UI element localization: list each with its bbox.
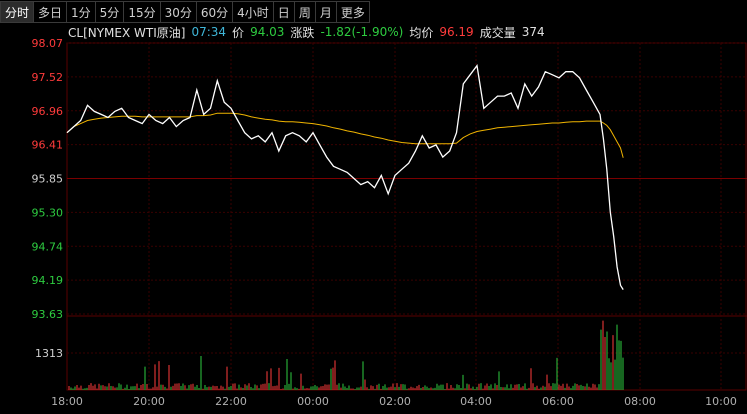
tab-7[interactable]: 4小时 bbox=[233, 1, 274, 23]
avg-value: 96.19 bbox=[439, 25, 474, 39]
volume-tick-label: 1313 bbox=[35, 347, 63, 360]
volume-label: 成交量 bbox=[479, 25, 516, 40]
y-tick-label: 93.63 bbox=[32, 308, 64, 321]
change-value: -1.82(-1.90%) bbox=[320, 25, 404, 39]
y-tick-label: 98.07 bbox=[32, 37, 64, 50]
y-tick-label: 96.41 bbox=[32, 139, 64, 152]
tab-9[interactable]: 周 bbox=[294, 1, 316, 23]
x-tick-label: 02:00 bbox=[379, 395, 411, 408]
tab-1[interactable]: 多日 bbox=[34, 1, 68, 23]
tab-4[interactable]: 15分 bbox=[124, 1, 161, 23]
change-label: 涨跌 bbox=[290, 25, 315, 40]
avg-price-line bbox=[66, 112, 624, 158]
y-tick-label: 96.96 bbox=[32, 105, 64, 118]
x-tick-label: 22:00 bbox=[215, 395, 247, 408]
symbol-label: CL[NYMEX WTI原油] bbox=[68, 25, 186, 40]
tab-10[interactable]: 月 bbox=[315, 1, 337, 23]
tab-3[interactable]: 5分 bbox=[95, 1, 125, 23]
y-tick-label: 95.85 bbox=[32, 173, 64, 186]
tab-2[interactable]: 1分 bbox=[67, 1, 96, 23]
tab-8[interactable]: 日 bbox=[273, 1, 295, 23]
y-tick-label: 97.52 bbox=[32, 71, 64, 84]
time-value: 07:34 bbox=[191, 25, 227, 39]
plot-frame bbox=[66, 42, 747, 391]
x-tick-label: 20:00 bbox=[133, 395, 165, 408]
price-line bbox=[66, 63, 624, 290]
price-value: 94.03 bbox=[250, 25, 285, 39]
y-tick-label: 94.74 bbox=[32, 240, 64, 253]
price-label: 价 bbox=[232, 25, 245, 40]
x-tick-label: 06:00 bbox=[542, 395, 574, 408]
tab-5[interactable]: 30分 bbox=[160, 1, 197, 23]
x-tick-label: 10:00 bbox=[705, 395, 737, 408]
quote-info-bar: CL[NYMEX WTI原油] 07:34 价 94.03 涨跌 -1.82(-… bbox=[68, 24, 551, 40]
y-tick-label: 94.19 bbox=[32, 274, 64, 287]
x-tick-label: 08:00 bbox=[624, 395, 656, 408]
y-tick-label: 95.30 bbox=[32, 206, 64, 219]
tab-6[interactable]: 60分 bbox=[196, 1, 234, 23]
avg-label: 均价 bbox=[409, 25, 434, 40]
volume-value: 374 bbox=[521, 25, 545, 39]
timeframe-toolbar: 分时 多日 1分 5分 15分 30分 60分 4小时日周月更多 bbox=[0, 0, 370, 23]
tab-11[interactable]: 更多 bbox=[336, 1, 370, 23]
x-tick-label: 18:00 bbox=[51, 395, 83, 408]
x-tick-label: 04:00 bbox=[460, 395, 492, 408]
x-tick-label: 00:00 bbox=[297, 395, 329, 408]
tab-0[interactable]: 分时 bbox=[0, 1, 35, 23]
